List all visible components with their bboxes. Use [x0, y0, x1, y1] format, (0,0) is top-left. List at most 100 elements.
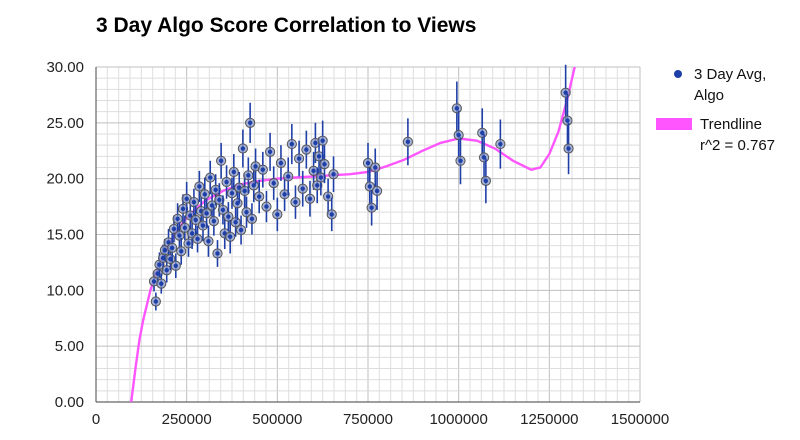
data-point — [365, 160, 371, 166]
y-tick-label: 15.00 — [46, 227, 84, 244]
data-point — [177, 233, 182, 238]
data-point — [193, 217, 198, 223]
data-point — [184, 196, 189, 201]
y-tick-label: 0.00 — [55, 394, 84, 411]
data-point — [566, 146, 571, 151]
data-point — [318, 175, 324, 180]
data-point — [331, 172, 336, 177]
data-point — [282, 192, 287, 197]
y-tick-label: 10.00 — [46, 282, 84, 299]
data-point — [186, 241, 191, 246]
data-point — [169, 245, 175, 251]
data-point — [173, 263, 178, 268]
legend-label-scatter: 3 Day Avg, Algo — [694, 66, 767, 104]
data-point — [264, 204, 269, 209]
data-point — [271, 180, 276, 186]
data-point — [209, 203, 215, 208]
data-point — [157, 262, 162, 267]
data-point — [171, 226, 177, 232]
data-point — [175, 216, 180, 222]
data-point — [204, 211, 209, 216]
data-point — [200, 223, 206, 228]
data-point — [289, 141, 295, 147]
data-point — [240, 146, 246, 151]
data-point — [374, 188, 380, 194]
data-point — [229, 190, 235, 196]
data-point — [242, 188, 247, 194]
data-point — [217, 197, 222, 203]
data-point — [153, 299, 159, 304]
y-tick-label: 30.00 — [46, 59, 84, 76]
data-point — [313, 140, 318, 146]
data-point — [180, 206, 186, 212]
x-tick-label: 1000000 — [429, 411, 487, 428]
data-point — [322, 161, 327, 167]
data-point — [320, 138, 325, 143]
data-point — [307, 196, 313, 201]
scatter-series — [148, 64, 574, 311]
y-tick-label: 5.00 — [55, 338, 84, 355]
data-point — [159, 281, 164, 286]
x-tick-label: 750000 — [343, 411, 393, 428]
data-point — [456, 132, 461, 138]
x-tick-label: 1250000 — [520, 411, 578, 428]
data-point — [231, 169, 237, 175]
data-point — [498, 141, 503, 147]
data-point — [226, 214, 231, 219]
legend-item-trendline[interactable]: Trendline r^2 = 0.767 — [656, 114, 796, 156]
data-point — [197, 184, 202, 189]
data-point — [481, 155, 487, 160]
x-tick-label: 250000 — [162, 411, 212, 428]
legend: 3 Day Avg, Algo Trendline r^2 = 0.767 — [656, 64, 796, 164]
chart-title: 3 Day Algo Score Correlation to Views — [96, 14, 477, 37]
data-point — [233, 220, 238, 225]
data-point — [182, 225, 188, 230]
data-point — [224, 179, 229, 185]
data-point — [257, 194, 262, 199]
data-point — [275, 212, 280, 217]
data-point — [215, 251, 220, 256]
data-point — [247, 120, 253, 126]
data-point — [191, 199, 197, 205]
data-point — [315, 183, 320, 188]
data-point — [565, 118, 570, 123]
data-point — [304, 147, 309, 152]
data-point — [329, 212, 334, 217]
data-point — [316, 154, 322, 159]
data-point — [213, 187, 218, 193]
data-point — [202, 192, 207, 197]
data-point — [311, 168, 316, 174]
data-point — [293, 199, 298, 205]
data-point — [373, 165, 378, 170]
data-point — [206, 239, 211, 244]
data-point — [563, 90, 568, 95]
data-point — [238, 227, 244, 233]
data-point — [369, 205, 374, 210]
legend-label-trendline: Trendline r^2 = 0.767 — [700, 116, 776, 154]
x-tick-label: 1500000 — [611, 411, 669, 428]
x-tick-label: 500000 — [252, 411, 302, 428]
data-point — [218, 158, 224, 163]
data-point — [162, 247, 168, 253]
data-point — [246, 173, 251, 178]
data-point — [267, 149, 273, 155]
data-point — [166, 240, 171, 245]
legend-marker-trendline — [656, 118, 692, 130]
data-point — [405, 139, 411, 145]
legend-item-scatter[interactable]: 3 Day Avg, Algo — [656, 64, 796, 106]
data-point — [367, 184, 373, 189]
data-point — [227, 234, 233, 239]
data-point — [260, 167, 266, 172]
data-point — [300, 186, 305, 191]
data-point — [188, 213, 193, 218]
data-point — [220, 207, 226, 213]
data-point — [164, 268, 169, 273]
data-point — [151, 279, 157, 284]
data-point — [286, 174, 291, 179]
data-point — [251, 183, 256, 188]
data-point — [244, 209, 249, 215]
legend-marker-dot — [674, 70, 682, 78]
data-point — [278, 160, 284, 166]
data-point — [483, 178, 489, 184]
